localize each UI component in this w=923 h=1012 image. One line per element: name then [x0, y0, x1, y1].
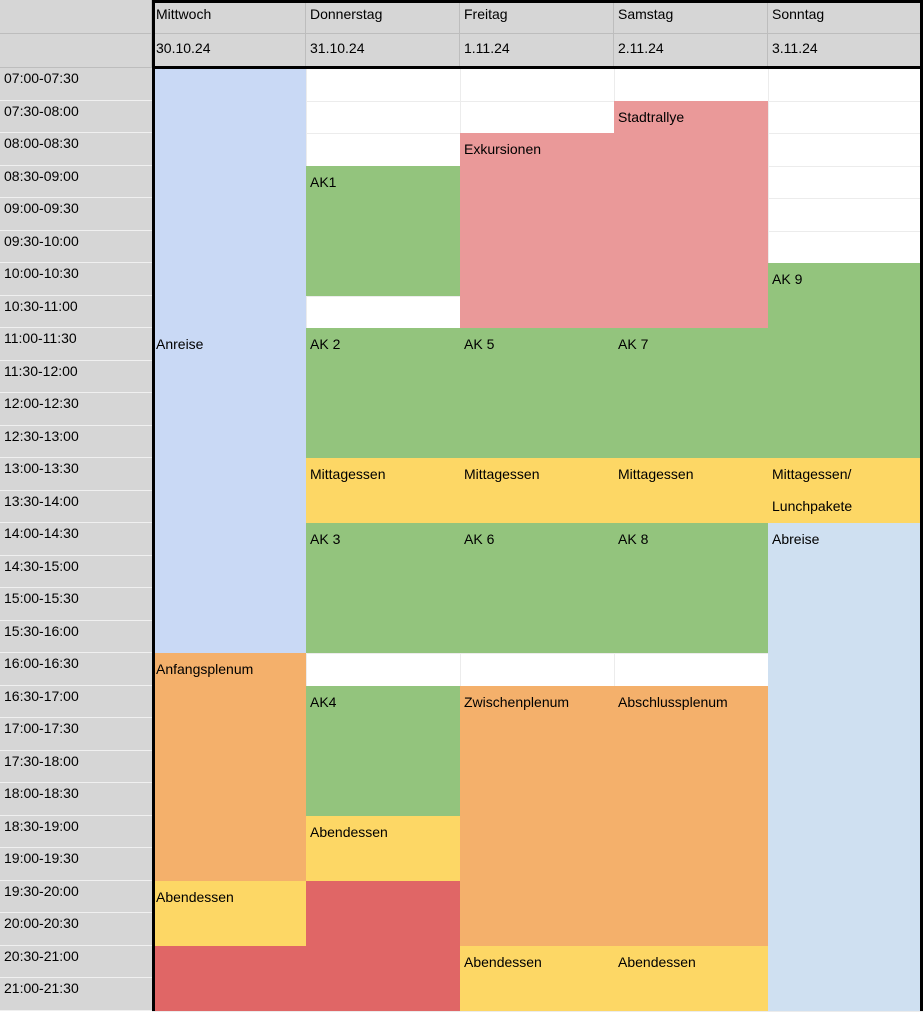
event-block[interactable]: Stadtrallye — [614, 100, 768, 328]
date-header-friday[interactable]: 1.11.24 — [460, 34, 614, 68]
event-block[interactable]: Abschlussplenum — [614, 685, 768, 946]
event-block[interactable]: Exkursionen — [460, 133, 614, 328]
corner-cell-date — [0, 34, 152, 68]
time-slot-label[interactable]: 20:30-21:00 — [0, 945, 152, 978]
event-block[interactable]: AK 5 — [460, 328, 614, 458]
event-block[interactable]: Mittagessen/Lunchpakete — [768, 458, 923, 523]
event-label: AK 3 — [310, 531, 341, 547]
event-label: Abendessen — [156, 888, 234, 905]
date-header-wednesday[interactable]: 30.10.24 — [152, 34, 306, 68]
date-header-saturday[interactable]: 2.11.24 — [614, 34, 768, 68]
event-label: Mittagessen — [618, 466, 694, 482]
event-block[interactable]: AK 7 — [614, 328, 768, 458]
event-label: AK 2 — [310, 336, 341, 352]
event-label: Abschlussplenum — [618, 693, 728, 710]
event-block[interactable]: AK1 — [306, 165, 460, 296]
event-block[interactable]: Mittagessen — [306, 458, 460, 523]
event-block[interactable]: AK 3 — [306, 523, 460, 653]
event-block[interactable]: Anreise — [152, 68, 306, 653]
event-block[interactable]: AK 9 — [768, 263, 923, 458]
event-block[interactable]: Abreise — [768, 523, 923, 1011]
event-block[interactable]: Abendessen — [614, 945, 768, 1011]
time-slot-label[interactable]: 08:30-09:00 — [0, 165, 152, 198]
time-slot-label[interactable]: 15:00-15:30 — [0, 588, 152, 621]
frame-left — [152, 0, 155, 1011]
time-slot-label[interactable]: 14:30-15:00 — [0, 555, 152, 588]
event-label: Exkursionen — [464, 141, 542, 157]
time-slot-label[interactable]: 09:00-09:30 — [0, 198, 152, 231]
event-block[interactable]: AK 6 — [460, 523, 614, 653]
time-slot-label[interactable]: 13:30-14:00 — [0, 490, 152, 523]
event-label: Stadtrallye — [618, 108, 685, 125]
event-label: AK 7 — [618, 336, 649, 352]
event-label: Abendessen — [618, 953, 696, 970]
frame-top — [152, 0, 923, 3]
event-block[interactable]: Abendessen — [152, 880, 306, 946]
frame-right — [920, 0, 923, 1011]
time-slot-label[interactable]: 12:00-12:30 — [0, 393, 152, 426]
event-label: Zwischenplenum — [464, 693, 570, 710]
event-label: AK1 — [310, 173, 337, 190]
date-header-sunday[interactable]: 3.11.24 — [768, 34, 923, 68]
event-label: Abendessen — [464, 953, 542, 970]
event-block[interactable]: Abendessen — [460, 945, 614, 1011]
time-slot-label[interactable]: 17:30-18:00 — [0, 750, 152, 783]
time-slot-label[interactable]: 07:00-07:30 — [0, 68, 152, 101]
event-block[interactable] — [152, 945, 306, 1011]
event-block[interactable]: Mittagessen — [614, 458, 768, 523]
time-slot-label[interactable]: 16:00-16:30 — [0, 653, 152, 686]
time-slot-label[interactable]: 17:00-17:30 — [0, 718, 152, 751]
time-slot-label[interactable]: 09:30-10:00 — [0, 230, 152, 263]
time-slot-label[interactable]: 15:30-16:00 — [0, 620, 152, 653]
event-label: Mittagessen/ — [772, 466, 852, 482]
time-slot-label[interactable]: 13:00-13:30 — [0, 458, 152, 491]
time-slot-label[interactable]: 07:30-08:00 — [0, 100, 152, 133]
day-header-wednesday[interactable]: Mittwoch — [152, 0, 306, 34]
event-block[interactable]: AK 8 — [614, 523, 768, 653]
event-block[interactable]: Zwischenplenum — [460, 685, 614, 946]
event-block[interactable] — [306, 880, 460, 1011]
time-slot-label[interactable]: 11:30-12:00 — [0, 360, 152, 393]
event-label: AK 5 — [464, 336, 495, 352]
frame-header-divider — [152, 66, 923, 69]
event-label: Abreise — [772, 531, 820, 547]
time-slot-label[interactable]: 08:00-08:30 — [0, 133, 152, 166]
event-label: AK 9 — [772, 271, 803, 287]
event-label: Anfangsplenum — [156, 661, 254, 677]
time-slot-label[interactable]: 11:00-11:30 — [0, 328, 152, 361]
event-label: Mittagessen — [464, 466, 540, 482]
day-header-saturday[interactable]: Samstag — [614, 0, 768, 34]
event-block[interactable]: AK4 — [306, 685, 460, 816]
time-slot-label[interactable]: 18:30-19:00 — [0, 815, 152, 848]
time-slot-label[interactable]: 21:00-21:30 — [0, 978, 152, 1011]
time-slot-label[interactable]: 16:30-17:00 — [0, 685, 152, 718]
event-block[interactable]: Abendessen — [306, 815, 460, 881]
time-slot-label[interactable]: 18:00-18:30 — [0, 783, 152, 816]
event-block[interactable]: Anfangsplenum — [152, 653, 306, 881]
time-slot-label[interactable]: 19:30-20:00 — [0, 880, 152, 913]
grid-row-line — [152, 653, 923, 654]
event-label: Mittagessen — [310, 466, 386, 482]
time-slot-label[interactable]: 20:00-20:30 — [0, 913, 152, 946]
date-header-thursday[interactable]: 31.10.24 — [306, 34, 460, 68]
day-header-thursday[interactable]: Donnerstag — [306, 0, 460, 34]
grid-row-line — [152, 100, 923, 102]
time-slot-label[interactable]: 19:00-19:30 — [0, 848, 152, 881]
event-block[interactable]: Mittagessen — [460, 458, 614, 523]
time-slot-label[interactable]: 10:30-11:00 — [0, 295, 152, 328]
event-block[interactable]: AK 2 — [306, 328, 460, 458]
day-header-sunday[interactable]: Sonntag — [768, 0, 923, 34]
event-label-line2: Lunchpakete — [772, 498, 853, 514]
event-label: AK4 — [310, 693, 337, 710]
event-label: Abendessen — [310, 823, 388, 840]
time-slot-label[interactable]: 14:00-14:30 — [0, 523, 152, 556]
time-slot-label[interactable]: 12:30-13:00 — [0, 425, 152, 458]
day-header-friday[interactable]: Freitag — [460, 0, 614, 34]
event-label: AK 8 — [618, 531, 649, 547]
time-slot-label[interactable]: 10:00-10:30 — [0, 263, 152, 296]
corner-cell — [0, 0, 152, 34]
event-label: Anreise — [156, 336, 204, 352]
event-label: AK 6 — [464, 531, 495, 547]
